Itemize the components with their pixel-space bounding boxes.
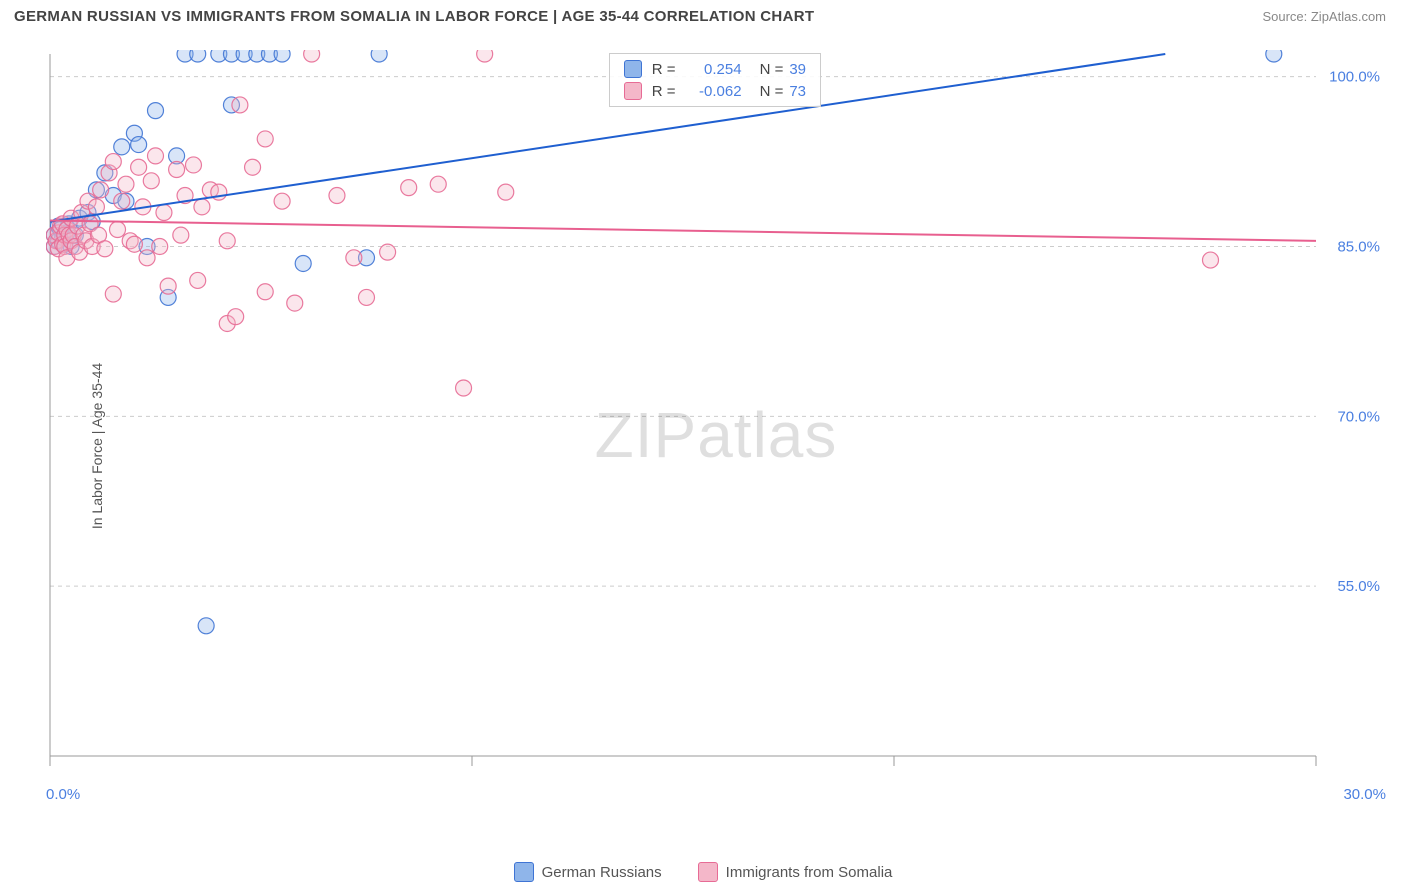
r-label: R = — [652, 61, 676, 78]
r-value: -0.062 — [682, 83, 742, 100]
svg-text:55.0%: 55.0% — [1337, 578, 1380, 595]
corr-row: R = -0.062 N = 73 — [610, 80, 820, 102]
source-label: Source: ZipAtlas.com — [1262, 9, 1386, 24]
svg-text:100.0%: 100.0% — [1329, 69, 1380, 86]
plot-area: 55.0%70.0%85.0%100.0% ZIPatlas R =0.254N… — [46, 50, 1386, 820]
x-tick-max: 30.0% — [1343, 786, 1386, 803]
n-label: N = — [760, 83, 784, 100]
n-value: 39 — [789, 61, 806, 78]
swatch-icon — [624, 82, 642, 100]
legend-label: Immigrants from Somalia — [726, 864, 893, 881]
scatter-plot-svg: 55.0% 70.0% 85.0% 100.0% — [46, 50, 1386, 820]
legend-item: German Russians — [514, 862, 662, 882]
n-value: 73 — [789, 83, 806, 100]
swatch-icon — [514, 862, 534, 882]
correlation-legend: R = 0.254 N = 39 R = -0.062 N = 73 — [609, 53, 821, 107]
legend-label: German Russians — [542, 864, 662, 881]
legend-item: Immigrants from Somalia — [698, 862, 893, 882]
corr-row: R = 0.254 N = 39 — [610, 58, 820, 80]
chart-title: GERMAN RUSSIAN VS IMMIGRANTS FROM SOMALI… — [14, 8, 814, 25]
svg-text:85.0%: 85.0% — [1337, 238, 1380, 255]
r-label: R = — [652, 83, 676, 100]
x-tick-min: 0.0% — [46, 786, 80, 803]
series-legend: German Russians Immigrants from Somalia — [0, 862, 1406, 886]
r-value: 0.254 — [682, 61, 742, 78]
svg-text:70.0%: 70.0% — [1337, 408, 1380, 425]
swatch-icon — [624, 60, 642, 78]
swatch-icon — [698, 862, 718, 882]
n-label: N = — [760, 61, 784, 78]
